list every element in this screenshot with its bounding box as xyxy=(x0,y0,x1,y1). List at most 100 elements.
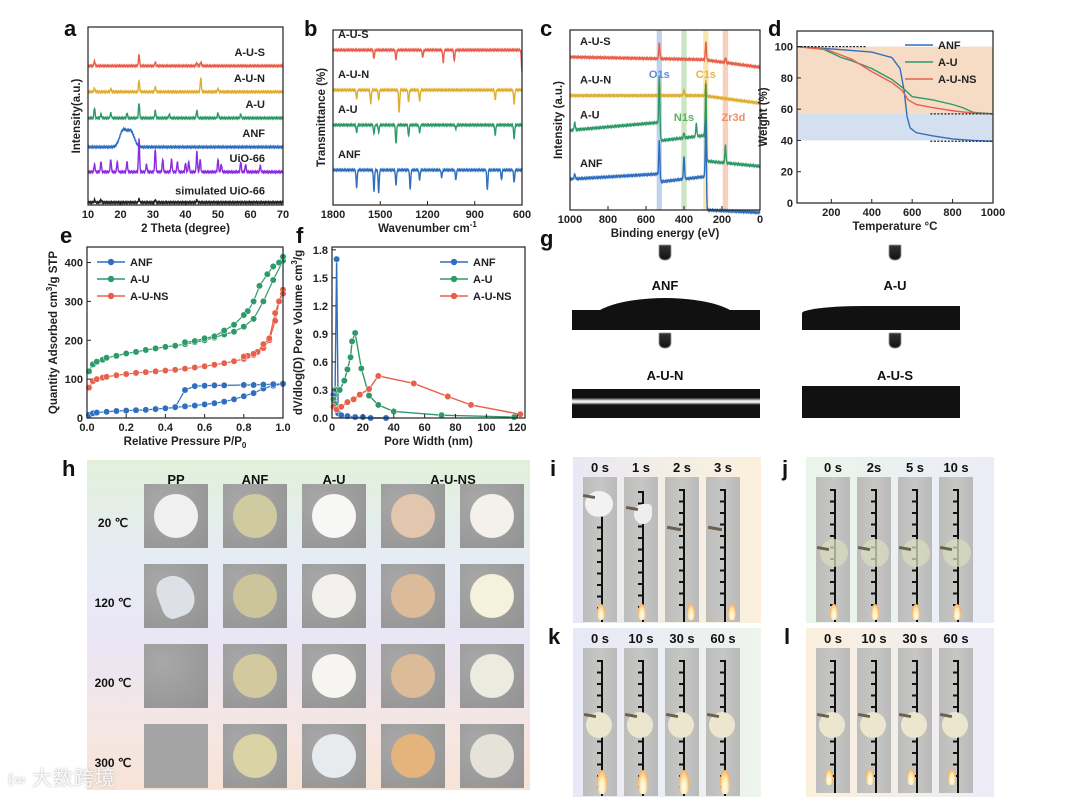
separator-disc xyxy=(312,494,356,538)
sample-photo xyxy=(223,484,287,548)
x-tick-label: 30 xyxy=(147,209,159,221)
burning-frame xyxy=(624,648,658,796)
panel-i-burning-test: 0 s 1 s 2 s 3 s xyxy=(573,457,761,623)
series-label: A-U-N xyxy=(234,73,265,85)
data-point xyxy=(347,353,354,361)
data-point xyxy=(161,367,169,375)
data-point xyxy=(374,372,382,380)
series-label: A-U xyxy=(338,104,358,116)
y-tick-label: 1.2 xyxy=(313,301,328,313)
burning-frame xyxy=(898,477,932,622)
legend-label: ANF xyxy=(130,257,153,269)
time-label: 1 s xyxy=(631,460,651,475)
legend-marker xyxy=(450,275,458,283)
band-o1s xyxy=(656,30,662,210)
data-point xyxy=(240,381,248,389)
needle-icon xyxy=(889,333,901,348)
sample-photo xyxy=(144,724,208,788)
burning-frame xyxy=(816,477,850,622)
y-tick-label: 0.6 xyxy=(313,357,328,369)
data-point xyxy=(112,371,120,379)
series-label: A-U-S xyxy=(338,29,369,41)
data-point xyxy=(340,377,348,385)
data-point xyxy=(510,413,518,421)
panel-label-h: h xyxy=(62,456,76,481)
series-label: A-U-N xyxy=(338,69,369,81)
data-point xyxy=(275,297,283,305)
series-line-a-u-n xyxy=(569,79,761,106)
series-line-a-u xyxy=(87,103,284,121)
time-label: 10 s xyxy=(861,631,887,646)
panel-label-a: a xyxy=(64,16,77,41)
burning-frame xyxy=(816,648,850,793)
data-point xyxy=(259,340,267,348)
x-tick-label: 600 xyxy=(637,214,655,226)
data-point xyxy=(350,395,358,403)
data-point xyxy=(467,401,475,409)
flame-icon xyxy=(638,770,648,794)
time-label: 10 s xyxy=(628,631,654,646)
burning-frame xyxy=(939,477,973,622)
series-line-anf xyxy=(796,45,994,142)
x-tick-label: 0.2 xyxy=(119,422,134,434)
x-tick-label: 800 xyxy=(943,207,961,219)
panel-h-thermal-shrinkage: PP ANF A-U A-U-NS 20 ℃ 120 ℃ 200 ℃ 300 ℃ xyxy=(87,460,530,790)
plot-frame xyxy=(796,30,994,204)
x-axis-label: 2 Theta (degree) xyxy=(141,223,230,235)
x-axis-label: Wavenumber cm-1 xyxy=(378,220,477,235)
y-axis-label-tail: /g STP xyxy=(48,251,60,287)
data-point xyxy=(240,392,248,400)
y-tick-label: 0.3 xyxy=(313,385,328,397)
sample-photo xyxy=(460,484,524,548)
data-point xyxy=(275,259,283,266)
panel-k-burning-test: 0 s 10 s 30 s 60 s xyxy=(573,628,761,797)
data-point xyxy=(256,282,263,290)
x-axis-label-sub: 0 xyxy=(242,441,247,450)
flame-icon xyxy=(825,769,833,785)
flame-icon xyxy=(597,604,605,620)
sample-disc xyxy=(943,539,971,567)
separator-disc xyxy=(152,570,200,622)
data-point xyxy=(333,255,341,263)
series-line-a-u-s xyxy=(87,54,284,69)
separator-disc xyxy=(233,494,277,538)
flame-icon xyxy=(728,604,736,620)
x-axis-label: Relative Pressure P/P0 xyxy=(124,436,247,450)
data-point xyxy=(265,334,273,342)
panel-j-burning-test: 0 s 2s 5 s 10 s xyxy=(806,457,994,623)
x-tick-label: 40 xyxy=(179,209,191,221)
legend-label: A-U xyxy=(473,274,493,286)
time-label: 0 s xyxy=(590,631,610,646)
y-axis-label: Transmittance (%) xyxy=(316,68,328,167)
data-point xyxy=(103,373,111,381)
y-tick-label: 0.0 xyxy=(313,413,328,425)
data-point xyxy=(357,365,365,372)
series-label: A-U-S xyxy=(234,47,265,59)
sample-photo xyxy=(144,484,208,548)
time-label: 0 s xyxy=(823,460,843,475)
legend-label: A-U-NS xyxy=(938,74,977,86)
legend-marker xyxy=(107,292,115,300)
series-line-a-u-s xyxy=(569,41,761,70)
panel-label-j: j xyxy=(782,456,789,481)
band-label: C1s xyxy=(696,69,716,81)
sample-photo xyxy=(144,644,208,708)
data-point xyxy=(356,391,364,399)
y-axis-label: Intensity (a.u.) xyxy=(553,81,565,159)
x-tick-label: 900 xyxy=(466,209,484,221)
burning-frame xyxy=(665,477,699,622)
panel-label-l: l xyxy=(784,624,791,649)
x-tick-label: 200 xyxy=(713,214,731,226)
data-point xyxy=(336,386,344,394)
legend-marker xyxy=(107,275,115,283)
y-axis-label-sup: 3 xyxy=(45,286,54,291)
data-point xyxy=(191,337,199,345)
data-point xyxy=(181,365,189,373)
data-point xyxy=(230,395,238,403)
separator-disc xyxy=(470,574,514,618)
burning-frame xyxy=(706,648,740,796)
sample-label-anf: ANF xyxy=(651,278,679,293)
data-point xyxy=(152,367,160,375)
row-label-120c: 120 ℃ xyxy=(94,596,132,610)
sample-disc xyxy=(902,539,930,567)
